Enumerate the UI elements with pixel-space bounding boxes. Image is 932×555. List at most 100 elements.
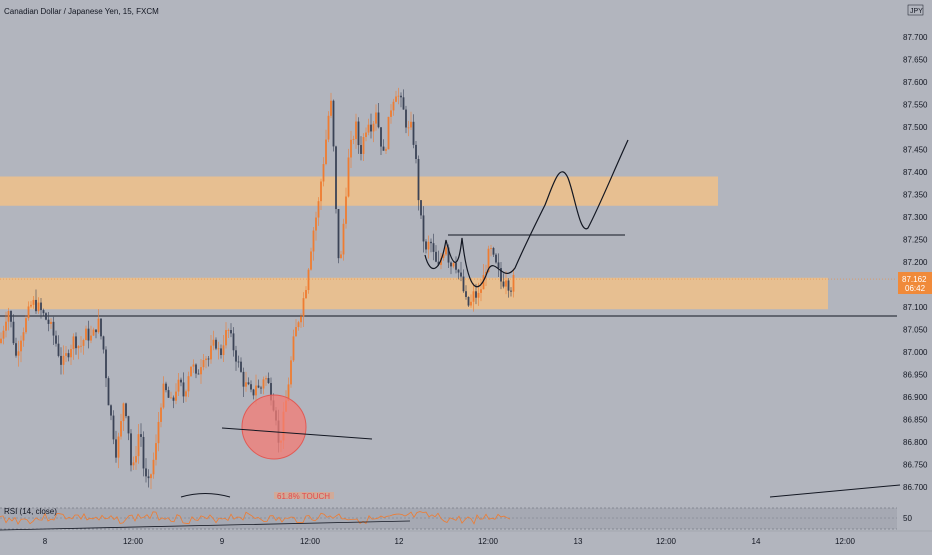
candle-body: [145, 468, 147, 477]
candle-body: [402, 97, 405, 110]
candle-body: [135, 456, 137, 463]
price-tick-label: 87.400: [903, 168, 928, 177]
candle-body: [185, 391, 187, 397]
candle-body: [337, 209, 340, 259]
candle-body: [120, 421, 122, 437]
candle-body: [407, 127, 410, 129]
lines-layer: [0, 278, 897, 317]
candle-body: [180, 379, 182, 383]
time-tick-label: 9: [220, 537, 225, 546]
candle-body: [55, 335, 57, 344]
candle-body: [30, 304, 32, 307]
chart-title: Canadian Dollar / Japanese Yen, 15, FXCM: [4, 7, 159, 16]
candle-body: [395, 96, 397, 102]
arc-drawing: [180, 493, 231, 498]
drawings-layer: 61.8% TOUCH: [180, 139, 901, 501]
candle-body: [132, 462, 135, 466]
candle-body: [20, 340, 22, 352]
candle-body: [25, 318, 27, 333]
candle-body: [252, 389, 255, 396]
candle-body: [440, 257, 442, 265]
candle-body: [447, 247, 450, 263]
fib-label-box: [274, 492, 334, 499]
candle-body: [245, 382, 247, 387]
candle-body: [325, 139, 327, 165]
candle-body: [480, 289, 482, 293]
price-tick-label: 87.450: [903, 146, 928, 155]
time-tick-label: 12:00: [123, 537, 144, 546]
candle-body: [310, 251, 312, 270]
price-axis[interactable]: 87.700 87.650 87.600 87.550 87.500 87.450 87.4…: [903, 33, 928, 492]
candles-layer: [0, 87, 515, 490]
candle-body: [52, 321, 55, 336]
candle-body: [217, 348, 220, 350]
candle-body: [312, 230, 315, 252]
candle-body: [420, 200, 422, 216]
price-tag-countdown: 06:42: [905, 284, 926, 293]
candle-body: [195, 364, 197, 374]
time-tick-label: 12:00: [300, 537, 321, 546]
price-tick-label: 87.000: [903, 348, 928, 357]
candle-body: [335, 146, 337, 210]
candle-body: [102, 336, 105, 350]
candle-body: [257, 385, 260, 388]
candle-body: [465, 291, 467, 297]
time-axis[interactable]: 8 12:00 9 12:00 12 12:00 13 12:00 14 12:00: [0, 530, 932, 546]
candle-body: [35, 299, 37, 312]
candle-body: [307, 269, 310, 291]
candle-body: [332, 100, 335, 147]
price-tick-label: 87.050: [903, 326, 928, 335]
candle-body: [450, 262, 452, 267]
rsi-level-label: 50: [903, 514, 912, 523]
candle-body: [367, 124, 370, 133]
candle-body: [110, 405, 112, 416]
candle-body: [462, 276, 465, 292]
candle-body: [510, 290, 512, 292]
candle-body: [452, 262, 455, 267]
candle-body: [315, 217, 317, 231]
candle-body: [492, 248, 495, 255]
candle-body: [240, 361, 242, 372]
candle-body: [322, 164, 325, 182]
rsi-label: RSI (14, close): [4, 507, 57, 516]
candle-body: [437, 261, 440, 265]
candle-body: [427, 241, 430, 250]
candle-body: [17, 351, 20, 356]
candle-body: [72, 336, 75, 350]
candle-body: [290, 360, 292, 385]
candle-body: [210, 345, 212, 360]
candle-body: [385, 149, 387, 151]
candle-body: [482, 274, 485, 290]
candle-body: [250, 384, 252, 390]
time-tick-label: 12:00: [656, 537, 677, 546]
candle-body: [265, 378, 267, 380]
candle-body: [457, 269, 460, 273]
price-tick-label: 87.700: [903, 33, 928, 42]
currency-box[interactable]: [907, 4, 924, 16]
candle-body: [430, 241, 432, 244]
candle-body: [50, 321, 52, 324]
candle-body: [212, 339, 215, 346]
candle-body: [75, 336, 77, 349]
candle-body: [172, 397, 175, 401]
candle-body: [127, 416, 130, 434]
candle-body: [107, 378, 110, 406]
candle-body: [187, 376, 190, 392]
candle-body: [200, 367, 202, 375]
candle-body: [455, 262, 457, 270]
price-tick-label: 86.700: [903, 483, 928, 492]
candle-body: [347, 157, 350, 197]
candle-body: [297, 322, 300, 328]
candle-body: [105, 349, 107, 379]
price-tick-label: 87.100: [903, 303, 928, 312]
candle-body: [390, 110, 392, 117]
price-tag-box: [898, 272, 932, 294]
candle-body: [65, 353, 67, 356]
candle-body: [5, 321, 7, 331]
zone-1: [0, 277, 828, 310]
candle-body: [182, 382, 185, 397]
candle-body: [122, 403, 125, 422]
candle-body: [380, 127, 382, 147]
